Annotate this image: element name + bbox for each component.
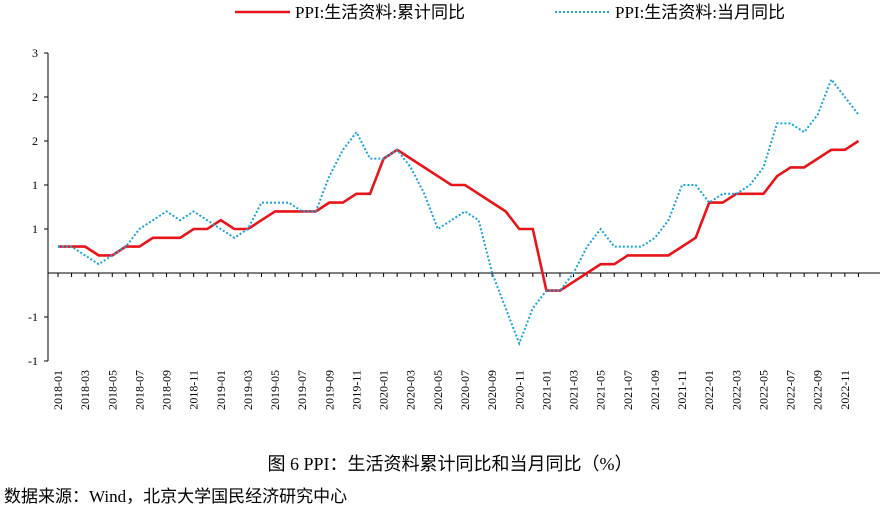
y-tick-label: -1 [28,310,38,324]
x-tick-label: 2022-05 [756,370,770,410]
x-tick-label: 2018-03 [78,370,92,410]
x-tick-label: 2020-01 [377,370,391,410]
x-tick-label: 2022-03 [729,370,743,410]
x-tick-label: 2022-11 [838,370,852,410]
y-tick-label: -1 [28,354,38,368]
x-tick-label: 2021-09 [648,370,662,410]
x-tick-label: 2020-07 [458,370,472,410]
legend-label: PPI:生活资料:当月同比 [615,3,785,22]
x-tick-label: 2020-03 [404,370,418,410]
y-tick-label: 2 [32,134,38,148]
x-tick-label: 2022-01 [702,370,716,410]
x-tick-label: 2019-07 [295,370,309,410]
x-tick-label: 2018-05 [105,370,119,410]
line-series [58,77,860,347]
x-tick-label: 2018-07 [132,370,146,410]
x-tick-label: 2019-09 [322,370,336,410]
chart-title: 图 6 PPI：生活资料累计同比和当月同比（%） [267,454,632,474]
x-tick-label: 2019-01 [214,370,228,410]
y-tick-label: 1 [32,178,38,192]
legend-label: PPI:生活资料:累计同比 [295,3,465,22]
x-tick-label: 2018-11 [187,370,201,410]
x-tick-label: 2019-05 [268,370,282,410]
x-tick-label: 2021-05 [594,370,608,410]
source-note: 数据来源：Wind，北京大学国民经济研究中心 [4,487,347,506]
x-tick-label: 2021-11 [675,370,689,410]
x-tick-label: 2018-01 [51,370,65,410]
x-tick-label: 2021-07 [621,370,635,410]
x-tick-label: 2019-03 [241,370,255,410]
x-tick-label: 2020-11 [512,370,526,410]
x-tick-label: 2018-09 [160,370,174,410]
y-tick-label: 3 [32,46,38,60]
x-tick-label: 2019-11 [349,370,363,410]
x-tick-label: 2021-01 [539,370,553,410]
x-tick-label: 2021-03 [567,370,581,410]
x-tick-label: 2020-05 [431,370,445,410]
x-tick-label: 2022-07 [784,370,798,410]
x-tick-label: 2020-09 [485,370,499,410]
x-tick-label: 2022-09 [811,370,825,410]
y-tick-label: 1 [32,222,38,236]
y-tick-label: 2 [32,90,38,104]
line-series [58,139,860,292]
